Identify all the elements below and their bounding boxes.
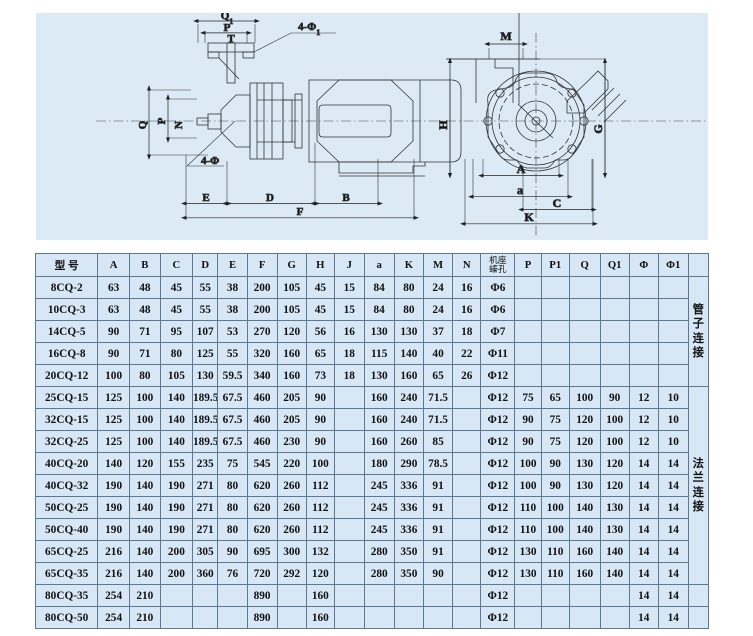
svg-text:4-Φ: 4-Φ [201, 155, 219, 167]
svg-text:G: G [591, 124, 605, 133]
svg-text:a: a [517, 183, 523, 197]
svg-text:4-Φ1: 4-Φ1 [298, 21, 320, 37]
svg-text:K: K [524, 210, 534, 224]
svg-text:E: E [202, 192, 209, 204]
svg-text:T: T [227, 33, 235, 45]
svg-text:C: C [553, 196, 562, 210]
svg-text:M: M [500, 29, 511, 43]
svg-text:D: D [266, 192, 274, 204]
svg-text:P: P [156, 117, 168, 124]
svg-text:B: B [342, 192, 350, 204]
svg-text:A: A [517, 162, 526, 176]
svg-text:N: N [173, 121, 185, 129]
svg-text:F: F [297, 206, 304, 218]
svg-text:H: H [436, 120, 450, 130]
svg-text:Q: Q [137, 120, 149, 129]
